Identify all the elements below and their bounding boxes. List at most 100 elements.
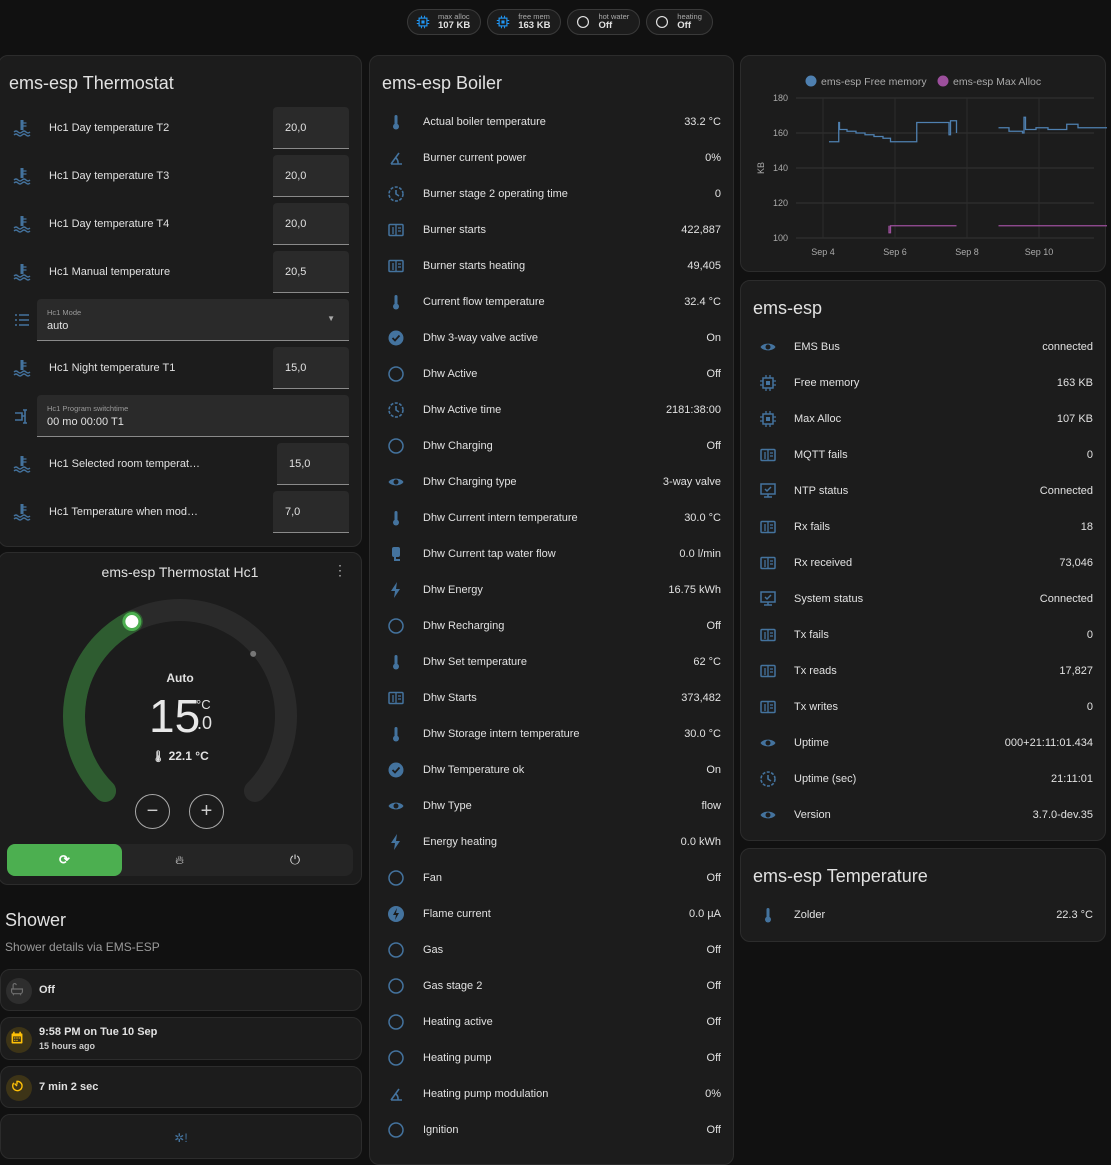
entity-row[interactable]: Burner stage 2 operating time 0 bbox=[370, 176, 733, 212]
entity-state: Off bbox=[706, 440, 721, 452]
entity-row[interactable]: Max Alloc 107 KB bbox=[741, 401, 1105, 437]
chip-free-mem[interactable]: free mem 163 KB bbox=[487, 9, 562, 35]
mode-off-button[interactable]: ⏻ bbox=[237, 844, 353, 876]
target-handle[interactable] bbox=[122, 612, 142, 632]
mode-heat-button[interactable]: 🔥︎ bbox=[122, 844, 237, 876]
number-value: 20,0 bbox=[285, 170, 307, 182]
number-input[interactable]: 7,0 bbox=[273, 491, 349, 533]
entity-row[interactable]: Heating pump modulation 0% bbox=[370, 1076, 733, 1112]
entity-row[interactable]: Burner starts heating 49,405 bbox=[370, 248, 733, 284]
memory-chart[interactable]: 100 120 140 160 180 Sep 4 Sep 6 Sep 8 Sep 10 KB em… bbox=[741, 56, 1107, 273]
entity-row[interactable]: Fan Off bbox=[370, 860, 733, 896]
chip-max-alloc[interactable]: max alloc 107 KB bbox=[407, 9, 482, 35]
entity-row[interactable]: Burner starts 422,887 bbox=[370, 212, 733, 248]
entity-row[interactable]: Burner current power 0% bbox=[370, 140, 733, 176]
circle-outline-icon bbox=[387, 941, 405, 959]
tile-primary: 9:58 PM on Tue 10 Sep bbox=[39, 1026, 158, 1038]
shower-status-tile[interactable]: ✲! bbox=[0, 1114, 362, 1159]
entity-row[interactable]: Tx reads 17,827 bbox=[741, 653, 1105, 689]
thermostat-card: ems-esp Thermostat Hc1 Day temperature T… bbox=[0, 55, 362, 547]
entity-row[interactable]: Heating active Off bbox=[370, 1004, 733, 1040]
entity-row[interactable]: Rx received 73,046 bbox=[741, 545, 1105, 581]
text-input[interactable]: Hc1 Program switchtime 00 mo 00:00 T1 bbox=[37, 395, 349, 437]
entity-row[interactable]: Dhw Current tap water flow 0.0 l/min bbox=[370, 536, 733, 572]
x-tick-label: Sep 4 bbox=[811, 247, 835, 257]
entity-row[interactable]: Gas Off bbox=[370, 932, 733, 968]
shower-tile[interactable]: 9:58 PM on Tue 10 Sep 15 hours ago bbox=[0, 1017, 362, 1060]
entity-row[interactable]: System status Connected bbox=[741, 581, 1105, 617]
entity-row[interactable]: Dhw Recharging Off bbox=[370, 608, 733, 644]
entity-state: Off bbox=[706, 620, 721, 632]
entity-row[interactable]: Free memory 163 KB bbox=[741, 365, 1105, 401]
entity-name: Gas stage 2 bbox=[423, 980, 483, 992]
entity-state: 107 KB bbox=[1056, 413, 1093, 425]
entity-name: Burner stage 2 operating time bbox=[423, 188, 568, 200]
entity-row[interactable]: Dhw Type flow bbox=[370, 788, 733, 824]
number-input[interactable]: 15,0 bbox=[273, 347, 349, 389]
entity-name: Hc1 Selected room temperat… bbox=[49, 458, 201, 470]
chip-heating[interactable]: heating Off bbox=[646, 9, 713, 35]
entity-row[interactable]: Version 3.7.0-dev.35 bbox=[741, 797, 1105, 833]
entity-row[interactable]: Dhw Temperature ok On bbox=[370, 752, 733, 788]
number-value: 7,0 bbox=[285, 506, 301, 518]
entity-row[interactable]: Gas stage 2 Off bbox=[370, 968, 733, 1004]
hvac-mode-bar: ⟳ 🔥︎ ⏻ bbox=[7, 844, 353, 876]
entity-row[interactable]: Dhw Current intern temperature 30.0 °C bbox=[370, 500, 733, 536]
entity-row[interactable]: Rx fails 18 bbox=[741, 509, 1105, 545]
number-input[interactable]: 15,0 bbox=[277, 443, 349, 485]
legend-label[interactable]: ems-esp Free memory bbox=[821, 76, 927, 88]
legend-label[interactable]: ems-esp Max Alloc bbox=[953, 76, 1041, 88]
entity-row[interactable]: Uptime (sec) 21:11:01 bbox=[741, 761, 1105, 797]
number-input[interactable]: 20,0 bbox=[273, 155, 349, 197]
entity-row[interactable]: Dhw Charging Off bbox=[370, 428, 733, 464]
entity-row[interactable]: Flame current 0.0 µA bbox=[370, 896, 733, 932]
entity-row[interactable]: Tx fails 0 bbox=[741, 617, 1105, 653]
entity-row[interactable]: Dhw Starts 373,482 bbox=[370, 680, 733, 716]
fire-icon: 🔥︎ bbox=[175, 853, 184, 867]
tile-secondary: 15 hours ago bbox=[39, 1041, 96, 1051]
entity-row[interactable]: NTP status Connected bbox=[741, 473, 1105, 509]
legend-swatch[interactable] bbox=[805, 75, 817, 87]
entity-row[interactable]: Tx writes 0 bbox=[741, 689, 1105, 725]
decrease-temperature-button[interactable]: − bbox=[135, 794, 170, 829]
calendar-icon bbox=[10, 1031, 28, 1049]
entity-row[interactable]: Uptime 000+21:11:01.434 bbox=[741, 725, 1105, 761]
text-entity-row: Hc1 Program switchtime 00 mo 00:00 T1 bbox=[0, 395, 361, 437]
entity-row[interactable]: Actual boiler temperature 33.2 °C bbox=[370, 104, 733, 140]
entity-state: 0% bbox=[705, 1088, 721, 1100]
more-options-icon[interactable]: ⋮ bbox=[333, 562, 347, 578]
entity-row[interactable]: Heating pump Off bbox=[370, 1040, 733, 1076]
mode-auto-button[interactable]: ⟳ bbox=[7, 844, 122, 876]
mode-select[interactable]: Hc1 Mode auto ▼ bbox=[37, 299, 349, 341]
number-value: 20,5 bbox=[285, 266, 307, 278]
number-input[interactable]: 20,0 bbox=[273, 203, 349, 245]
entity-row[interactable]: Dhw Storage intern temperature 30.0 °C bbox=[370, 716, 733, 752]
entity-row[interactable]: Energy heating 0.0 kWh bbox=[370, 824, 733, 860]
entity-row[interactable]: Dhw Set temperature 62 °C bbox=[370, 644, 733, 680]
entity-state: On bbox=[706, 764, 721, 776]
increase-temperature-button[interactable]: + bbox=[189, 794, 224, 829]
counter-icon bbox=[759, 662, 777, 680]
entity-row[interactable]: Ignition Off bbox=[370, 1112, 733, 1148]
legend-swatch[interactable] bbox=[937, 75, 949, 87]
bathtub-icon bbox=[10, 982, 28, 1000]
temperature-unit: °C bbox=[196, 697, 211, 712]
entity-row[interactable]: Dhw Active Off bbox=[370, 356, 733, 392]
entity-row[interactable]: Dhw 3-way valve active On bbox=[370, 320, 733, 356]
number-input[interactable]: 20,0 bbox=[273, 107, 349, 149]
shower-tile[interactable]: 7 min 2 sec bbox=[0, 1066, 362, 1108]
entity-row[interactable]: Dhw Energy 16.75 kWh bbox=[370, 572, 733, 608]
entity-row[interactable]: Current flow temperature 32.4 °C bbox=[370, 284, 733, 320]
entity-row[interactable]: EMS Bus connected bbox=[741, 329, 1105, 365]
temperature-dial[interactable] bbox=[0, 553, 363, 886]
number-value: 20,0 bbox=[285, 218, 307, 230]
entity-name: Burner starts heating bbox=[423, 260, 526, 272]
number-input[interactable]: 20,5 bbox=[273, 251, 349, 293]
entity-row[interactable]: Zolder 22.3 °C bbox=[741, 897, 1105, 933]
target-temperature: 15 bbox=[149, 690, 201, 742]
entity-row[interactable]: Dhw Active time 2181:38:00 bbox=[370, 392, 733, 428]
chip-hot-water[interactable]: hot water Off bbox=[567, 9, 641, 35]
shower-tile[interactable]: Off bbox=[0, 969, 362, 1011]
entity-row[interactable]: Dhw Charging type 3-way valve bbox=[370, 464, 733, 500]
entity-row[interactable]: MQTT fails 0 bbox=[741, 437, 1105, 473]
